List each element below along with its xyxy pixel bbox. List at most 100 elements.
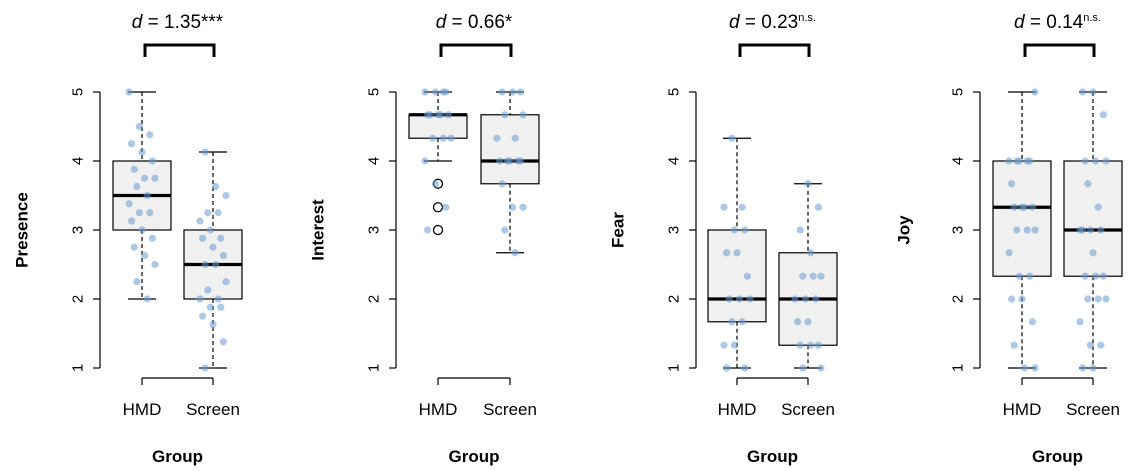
data-point: [135, 209, 143, 217]
y-tick-label: 1: [70, 364, 87, 372]
data-point: [128, 140, 136, 148]
data-point: [1084, 180, 1092, 188]
x-tick-label: HMD: [419, 400, 458, 419]
data-point: [442, 88, 450, 96]
data-point: [222, 191, 230, 200]
effect-size-value: = 1.35: [142, 12, 201, 33]
data-point: [728, 134, 736, 142]
data-point: [1028, 203, 1036, 211]
y-tick-label: 4: [950, 157, 967, 165]
data-point: [447, 134, 455, 142]
box-screen: [480, 91, 540, 254]
effect-size-value: = 0.14: [1025, 12, 1084, 33]
data-point: [506, 157, 514, 165]
data-point: [143, 191, 151, 200]
data-point: [1005, 157, 1013, 165]
effect-size-symbol: d: [132, 12, 144, 33]
data-point: [817, 272, 825, 280]
data-point: [219, 338, 227, 346]
data-point: [439, 134, 447, 142]
data-point: [1026, 157, 1034, 165]
data-point: [519, 111, 527, 119]
data-point: [807, 341, 815, 349]
panel-fear: 1 2 3 4 5 HMD Screen Group Fear d = 0.23n.s.: [609, 12, 838, 466]
significance-bracket: [738, 43, 811, 57]
x-tick-label: Screen: [186, 400, 240, 419]
data-point: [1026, 272, 1034, 280]
data-point: [733, 249, 741, 257]
data-point: [746, 295, 754, 303]
data-point: [1005, 249, 1013, 257]
data-point: [151, 174, 159, 182]
y-tick-label: 5: [666, 88, 683, 96]
data-point: [799, 272, 807, 280]
data-point: [206, 303, 214, 311]
data-point: [738, 318, 746, 326]
effect-size-label: d = 0.23n.s.: [729, 12, 816, 33]
data-point: [426, 111, 434, 119]
data-point: [424, 226, 432, 234]
data-point: [1092, 272, 1100, 280]
y-axis-title: Interest: [309, 199, 328, 261]
effect-size-value: = 0.66: [446, 12, 505, 33]
data-point: [199, 234, 207, 242]
data-point: [794, 318, 802, 326]
data-point: [498, 180, 506, 188]
data-point: [421, 157, 429, 165]
x-tick-label: HMD: [718, 400, 757, 419]
data-point: [1015, 272, 1024, 280]
outlier-point: [432, 202, 444, 213]
data-point: [141, 251, 149, 260]
data-point: [1099, 111, 1107, 119]
data-point: [212, 182, 220, 191]
data-point: [429, 134, 437, 142]
x-axis-title: Group: [152, 447, 203, 466]
data-point: [141, 174, 149, 182]
data-point: [133, 278, 141, 286]
data-point: [1021, 364, 1029, 372]
data-point: [219, 251, 227, 260]
significance-marker: ***: [201, 12, 224, 33]
data-point: [148, 234, 156, 242]
data-point: [1031, 364, 1039, 372]
data-point: [209, 320, 217, 329]
data-point: [1079, 88, 1087, 96]
significance-bracket: [1023, 43, 1096, 57]
data-point: [736, 295, 744, 303]
data-point: [1102, 157, 1110, 165]
data-point: [516, 88, 525, 96]
data-point: [1013, 226, 1021, 234]
box-hmd: [992, 91, 1052, 369]
data-point: [809, 272, 817, 280]
data-point: [1018, 295, 1026, 303]
data-point: [812, 295, 820, 303]
data-point: [720, 341, 728, 349]
iqr-box: [707, 229, 767, 323]
y-axis-title: Presence: [13, 192, 32, 268]
data-point: [725, 295, 733, 303]
data-point: [151, 260, 159, 269]
significance-marker: *: [505, 12, 513, 33]
data-point: [508, 203, 517, 211]
data-point: [1031, 226, 1039, 234]
y-tick-label: 5: [950, 88, 967, 96]
data-point: [444, 111, 452, 119]
data-point: [431, 180, 439, 188]
y-tick-label: 2: [666, 295, 683, 303]
data-point: [1092, 157, 1100, 165]
panel-presence: 1 2 3 4 5 HMD Screen Group Presence d = 1.35***: [13, 12, 243, 466]
data-point: [1086, 341, 1094, 349]
data-point: [143, 295, 151, 303]
data-point: [730, 341, 739, 349]
y-tick-label: 5: [70, 88, 87, 96]
data-point: [1081, 272, 1089, 280]
effect-size-label: d = 1.35***: [132, 12, 224, 33]
significance-bracket: [439, 43, 513, 57]
data-point: [1015, 157, 1024, 165]
panel-joy: 1 2 3 4 5 HMD Screen Group Joy d = 0.14n.s.: [895, 12, 1123, 466]
data-point: [1031, 88, 1039, 96]
data-point: [741, 364, 749, 372]
effect-size-label: d = 0.14n.s.: [1014, 12, 1101, 33]
data-point: [146, 209, 154, 217]
data-point: [804, 180, 812, 188]
